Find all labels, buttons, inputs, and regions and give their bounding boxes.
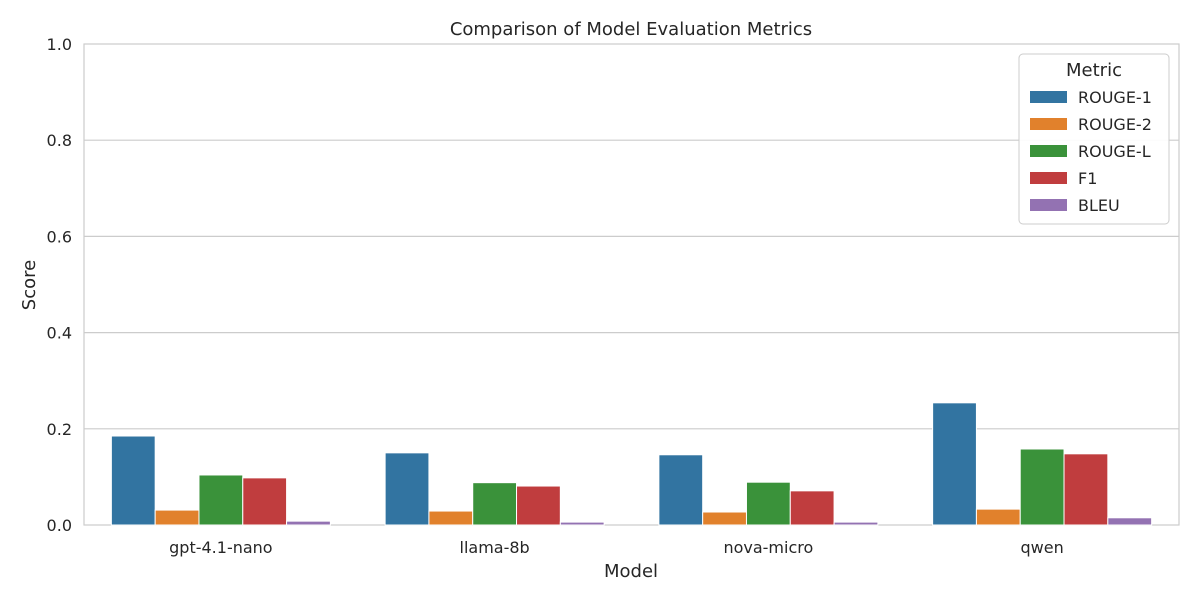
y-tick-labels: 0.0 0.2 0.4 0.6 0.8 1.0 — [47, 35, 72, 535]
legend-entry: BLEU — [1078, 196, 1120, 215]
x-axis-label: Model — [604, 561, 658, 582]
bar-rouge-2-qwen — [975, 508, 1021, 526]
bar-f1-gpt-4.1-nano — [242, 477, 288, 526]
bar-rouge-1-nova-micro — [658, 454, 704, 526]
y-tick-label: 1.0 — [47, 35, 72, 54]
x-tick-label: gpt-4.1-nano — [169, 538, 272, 557]
legend-swatch — [1030, 91, 1067, 103]
chart-title: Comparison of Model Evaluation Metrics — [450, 19, 812, 40]
x-tick-label: qwen — [1021, 538, 1064, 557]
bar-rouge-1-llama-8b — [384, 452, 430, 526]
legend-swatch — [1030, 118, 1067, 130]
y-tick-label: 0.0 — [47, 516, 72, 535]
bar-bleu-nova-micro — [833, 521, 879, 526]
bar-rouge-1-qwen — [932, 402, 977, 526]
bar-rouge-l-qwen — [1019, 448, 1065, 526]
legend-swatch — [1030, 145, 1067, 157]
bar-rouge-2-gpt-4.1-nano — [154, 509, 200, 526]
legend: Metric ROUGE-1 ROUGE-2 ROUGE-L F1 BLEU — [1018, 53, 1170, 225]
bar-bleu-llama-8b — [559, 521, 605, 526]
y-tick-label: 0.6 — [47, 227, 72, 246]
plot-area — [83, 43, 1180, 526]
x-tick-labels: gpt-4.1-nano llama-8b nova-micro qwen — [169, 538, 1064, 557]
legend-entry: ROUGE-L — [1078, 142, 1151, 161]
bar-rouge-2-llama-8b — [428, 510, 474, 526]
bar-rouge-2-nova-micro — [702, 511, 747, 526]
y-axis-label: Score — [19, 260, 40, 310]
bar-f1-qwen — [1063, 453, 1109, 526]
bar-rouge-1-gpt-4.1-nano — [110, 435, 156, 526]
y-tick-label: 0.8 — [47, 131, 72, 150]
legend-swatch — [1030, 199, 1067, 211]
x-tick-label: nova-micro — [723, 538, 813, 557]
bar-f1-nova-micro — [789, 490, 835, 526]
bars-group — [110, 402, 1153, 526]
bar-bleu-qwen — [1107, 517, 1153, 526]
bar-bleu-gpt-4.1-nano — [286, 520, 331, 526]
bar-rouge-l-gpt-4.1-nano — [198, 474, 244, 526]
gridlines — [84, 139, 1179, 430]
legend-swatch — [1030, 172, 1067, 184]
y-tick-label: 0.4 — [47, 324, 72, 343]
legend-entry: ROUGE-1 — [1078, 88, 1152, 107]
y-tick-label: 0.2 — [47, 420, 72, 439]
bar-rouge-l-nova-micro — [745, 481, 791, 526]
legend-entry: F1 — [1078, 169, 1097, 188]
x-tick-label: llama-8b — [460, 538, 530, 557]
legend-entry: ROUGE-2 — [1078, 115, 1152, 134]
legend-title: Metric — [1066, 60, 1122, 81]
bar-rouge-l-llama-8b — [472, 482, 518, 526]
bar-f1-llama-8b — [516, 485, 561, 526]
